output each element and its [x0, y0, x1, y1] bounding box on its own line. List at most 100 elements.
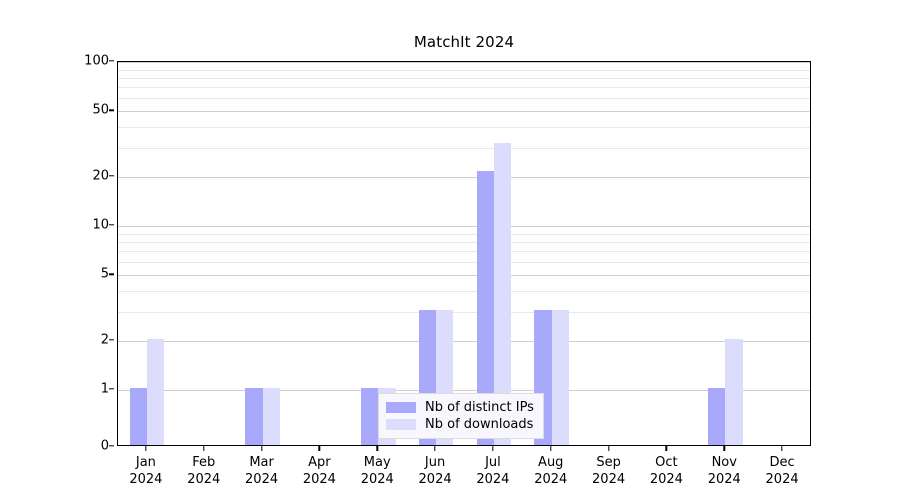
x-tick-label-jan: Jan 2024 [129, 454, 162, 488]
y-tick-label: 2 [100, 332, 109, 348]
bar-aug-downloads [551, 309, 570, 445]
gridline-minor [118, 241, 810, 243]
x-tick-mark [203, 446, 205, 451]
bar-jan-ips [129, 388, 147, 445]
x-tick-month: Jun [424, 455, 446, 470]
bar-mar-downloads [262, 388, 280, 445]
y-tick-label: 5 [100, 266, 109, 282]
gridline-major [118, 226, 810, 227]
x-tick-year: 2024 [129, 472, 163, 487]
chart-title: MatchIt 2024 [413, 33, 515, 51]
bar-jan-downloads [146, 338, 165, 445]
x-tick-year: 2024 [765, 472, 799, 487]
x-tick-label-aug: Aug 2024 [534, 454, 567, 488]
x-tick-label-feb: Feb 2024 [187, 454, 220, 488]
legend-entry: Nb of downloads [386, 416, 534, 433]
legend-swatch-icon [386, 419, 416, 430]
bar-nov-downloads [725, 338, 743, 445]
gridline-minor [118, 233, 810, 235]
gridline-major [118, 111, 810, 113]
x-tick-mark [665, 446, 668, 451]
x-tick-month: Apr [308, 455, 331, 470]
y-tick-mark [109, 273, 114, 276]
x-tick-mark [318, 446, 321, 451]
x-tick-label-jun: Jun 2024 [419, 454, 452, 488]
legend-label: Nb of distinct IPs [425, 400, 534, 415]
y-tick-label: 20 [92, 168, 109, 184]
gridline-major [118, 390, 810, 392]
y-tick-label: 50 [92, 102, 109, 118]
x-tick-mark [145, 446, 147, 451]
x-tick-mark [492, 446, 494, 451]
x-tick-mark [376, 446, 378, 451]
y-axis: 0 1 2 5 10 20 50 100 [60, 54, 114, 454]
x-tick-mark [550, 446, 552, 451]
x-axis: Jan 2024 Feb 2024 Mar 2024 Apr 2024 May 2024 Jun 20… [117, 446, 811, 500]
x-tick-month: Aug [538, 455, 564, 470]
gridline-minor [118, 311, 810, 313]
gridline-major [118, 62, 810, 63]
gridline-minor [118, 251, 810, 253]
y-tick-mark [109, 338, 114, 341]
x-tick-month: Feb [192, 455, 216, 470]
bar-jul-ips [476, 171, 494, 445]
x-tick-year: 2024 [360, 472, 394, 487]
x-tick-month: Jul [485, 455, 501, 470]
x-tick-label-may: May 2024 [361, 454, 394, 488]
x-tick-month: Jan [135, 455, 156, 470]
y-tick-label: 0 [100, 438, 109, 454]
x-tick-mark [607, 446, 610, 451]
x-tick-label-jul: Jul 2024 [476, 454, 509, 488]
x-tick-month: Nov [711, 455, 737, 470]
bar-mar-ips [245, 388, 263, 445]
bar-nov-ips [707, 388, 726, 445]
plot-area [117, 61, 811, 446]
gridline-minor [118, 77, 810, 79]
x-tick-label-sep: Sep 2024 [592, 454, 625, 488]
x-tick-label-dec: Dec 2024 [766, 454, 799, 488]
x-tick-year: 2024 [534, 472, 568, 487]
x-tick-label-mar: Mar 2024 [245, 454, 278, 488]
x-tick-label-nov: Nov 2024 [708, 454, 741, 488]
bar-jul-downloads [493, 143, 512, 445]
gridline-major [118, 176, 810, 178]
bar-may-ips [360, 388, 379, 445]
x-tick-month: Sep [596, 455, 621, 470]
gridline-minor [118, 98, 810, 100]
x-tick-year: 2024 [707, 472, 741, 487]
x-tick-year: 2024 [476, 472, 510, 487]
x-tick-year: 2024 [187, 472, 221, 487]
gridline-minor [118, 87, 810, 89]
gridline-minor [118, 147, 810, 149]
gridline-minor [118, 69, 810, 71]
legend-label: Nb of downloads [425, 417, 534, 432]
legend-entry: Nb of distinct IPs [386, 399, 534, 416]
gridline-major [118, 340, 810, 342]
y-tick-label: 100 [84, 53, 109, 69]
x-tick-month: May [363, 455, 391, 470]
gridline-major [118, 275, 810, 277]
x-tick-mark [434, 446, 436, 451]
x-tick-mark [781, 446, 783, 451]
y-tick-mark [109, 174, 114, 177]
x-tick-year: 2024 [649, 472, 683, 487]
y-tick-mark [109, 224, 114, 226]
y-tick-label: 10 [92, 217, 109, 233]
x-tick-year: 2024 [302, 472, 336, 487]
legend-swatch-icon [386, 402, 416, 413]
chart-legend: Nb of distinct IPs Nb of downloads [378, 393, 544, 439]
gridline-minor [118, 262, 810, 264]
gridline-minor [118, 127, 810, 129]
y-tick-mark [109, 60, 114, 62]
y-tick-mark [109, 109, 114, 112]
gridline-minor [118, 291, 810, 293]
x-tick-year: 2024 [418, 472, 452, 487]
y-tick-label: 1 [100, 381, 109, 397]
x-tick-mark [723, 446, 725, 451]
x-tick-year: 2024 [245, 472, 279, 487]
x-tick-year: 2024 [592, 472, 626, 487]
y-tick-mark [109, 388, 114, 390]
x-tick-label-apr: Apr 2024 [303, 454, 336, 488]
x-tick-month: Oct [655, 455, 678, 470]
